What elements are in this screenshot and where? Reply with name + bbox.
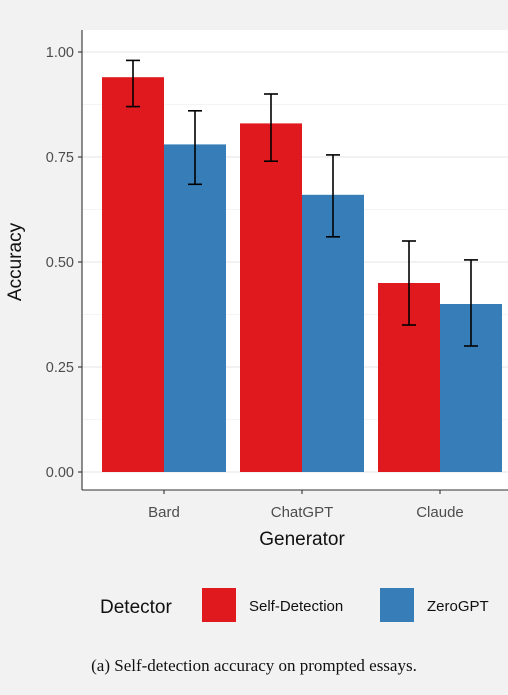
legend-title: Detector [100, 597, 172, 618]
y-tick-label: 1.00 [46, 45, 74, 61]
bar [102, 77, 164, 472]
legend-key [380, 588, 414, 622]
y-tick-label: 0.25 [46, 360, 74, 376]
x-tick-label: Claude [416, 504, 464, 521]
bar [302, 194, 364, 473]
legend-key [202, 588, 236, 622]
bars [102, 77, 502, 473]
legend-label: ZeroGPT [427, 598, 489, 615]
x-tick-label: Bard [148, 504, 180, 521]
legend: Detector Self-Detection ZeroGPT [100, 588, 489, 622]
figure-caption: (a) Self-detection accuracy on prompted … [91, 656, 417, 675]
axes: 0.00 0.25 0.50 0.75 1.00 Bard ChatGPT Claude Gen… [5, 30, 508, 550]
y-tick-label: 0.50 [46, 255, 74, 271]
y-axis-title: Accuracy [5, 222, 26, 301]
x-tick-label: ChatGPT [271, 504, 334, 521]
x-axis-title: Generator [259, 529, 345, 550]
error-bars [126, 59, 478, 347]
y-tick-label: 0.75 [46, 150, 74, 166]
bar [240, 123, 302, 473]
legend-label: Self-Detection [249, 598, 343, 615]
y-tick-label: 0.00 [46, 465, 74, 481]
bar [164, 144, 226, 472]
